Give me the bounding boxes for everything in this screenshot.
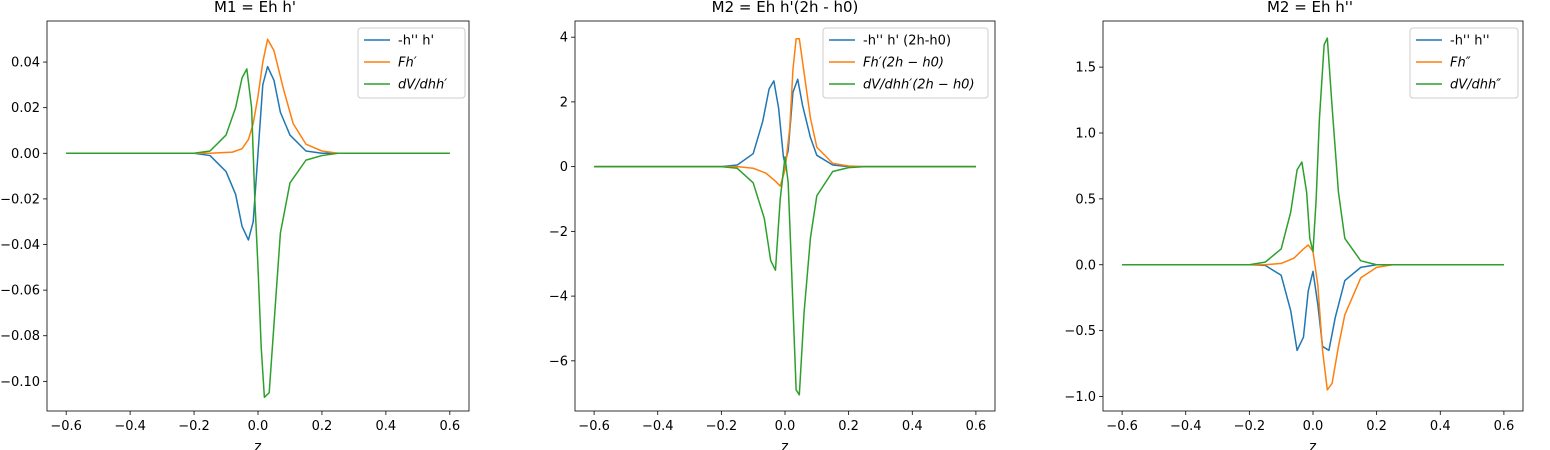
series-line <box>594 156 976 396</box>
x-tick-label: −0.4 <box>642 419 674 434</box>
series-line <box>66 38 450 155</box>
x-axis-label: z <box>1309 439 1316 450</box>
legend-label: -h'' h' (2h-h0) <box>863 34 951 49</box>
y-tick-label: 2 <box>560 95 568 110</box>
x-axis-label: z <box>254 439 261 450</box>
legend-label: dV/dhh′(2h − h0) <box>863 78 975 93</box>
chart-panel-m2-2h: M2 = Eh h'(2h - h0) −0.6 −0.4 −0.2 0.0 0… <box>549 0 996 450</box>
x-tick-label: 0.2 <box>312 419 333 434</box>
x-tick-label: −0.6 <box>578 419 610 434</box>
x-tick-label: −0.2 <box>1234 419 1266 434</box>
y-tick-labels: −6 −4 −2 0 2 4 <box>549 31 568 370</box>
y-tick-label: −0.02 <box>0 192 40 207</box>
chart-panel-m1: M1 = Eh h' −0.6 −0.4 −0.2 0.0 0.2 0.4 0.… <box>0 0 470 450</box>
chart-title: M2 = Eh h'(2h - h0) <box>712 0 859 16</box>
x-tick-label: −0.2 <box>706 419 738 434</box>
y-tick-label: −6 <box>549 354 568 369</box>
x-tick-labels: −0.6 −0.4 −0.2 0.0 0.2 0.4 0.6 <box>578 419 986 434</box>
legend-labels: -h'' h'' Fh″ dV/dhh″ <box>1450 34 1501 93</box>
chart-title: M1 = Eh h' <box>214 0 296 16</box>
y-tick-label: 4 <box>560 31 568 46</box>
legend-label: dV/dhh″ <box>1450 78 1501 93</box>
x-tick-label: −0.6 <box>1106 419 1138 434</box>
series-lines <box>594 38 976 396</box>
y-tick-label: −2 <box>549 225 568 240</box>
y-tick-labels: −1.0 −0.5 0.0 0.5 1.0 1.5 <box>1064 61 1096 405</box>
chart-title: M2 = Eh h'' <box>1267 0 1353 16</box>
y-tick-label: 0.0 <box>1075 258 1096 273</box>
x-tick-label: −0.6 <box>50 419 82 434</box>
x-tick-label: 0.6 <box>1494 419 1515 434</box>
y-tick-label: −0.06 <box>0 284 40 299</box>
x-tick-labels: −0.6 −0.4 −0.2 0.0 0.2 0.4 0.6 <box>1106 419 1514 434</box>
series-lines <box>1122 37 1504 391</box>
series-line <box>1122 244 1504 391</box>
x-axis-label: z <box>781 439 788 450</box>
legend-box <box>1409 27 1519 99</box>
legend-label: Fh′ <box>398 56 417 71</box>
legend-label: dV/dhh′ <box>398 78 447 93</box>
y-tick-label: 0.04 <box>11 56 40 71</box>
legend-box <box>822 27 989 99</box>
y-tick-label: −4 <box>549 290 568 305</box>
y-tick-label: −0.04 <box>0 238 40 253</box>
x-tick-label: 0.4 <box>376 419 397 434</box>
y-tick-label: 0.5 <box>1075 192 1096 207</box>
series-lines <box>66 38 450 399</box>
x-tick-label: 0.0 <box>248 419 269 434</box>
x-tick-label: −0.4 <box>114 419 146 434</box>
series-line <box>1122 264 1504 352</box>
y-tick-label: −0.5 <box>1064 324 1096 339</box>
x-tick-label: 0.4 <box>902 419 923 434</box>
x-tick-labels: −0.6 −0.4 −0.2 0.0 0.2 0.4 0.6 <box>50 419 460 434</box>
series-line <box>1122 37 1504 266</box>
y-tick-label: 0.02 <box>11 101 40 116</box>
x-tick-label: 0.6 <box>966 419 987 434</box>
legend-labels: -h'' h' (2h-h0) Fh′(2h − h0) dV/dhh′(2h … <box>863 34 975 93</box>
y-tick-label: 0 <box>560 160 568 175</box>
legend-label: Fh′(2h − h0) <box>863 56 944 71</box>
x-tick-label: 0.2 <box>1366 419 1387 434</box>
x-tick-label: 0.4 <box>1430 419 1451 434</box>
legend-box <box>357 27 466 99</box>
x-tick-label: −0.4 <box>1170 419 1202 434</box>
series-line <box>66 68 450 399</box>
chart-panel-m2-hpp: M2 = Eh h'' −0.6 −0.4 −0.2 0.0 0.2 0.4 0… <box>1064 0 1524 450</box>
y-tick-label: −0.10 <box>0 375 40 390</box>
y-tick-label: −1.0 <box>1064 390 1096 405</box>
y-tick-label: −0.08 <box>0 329 40 344</box>
series-line <box>594 38 976 187</box>
legend-label: Fh″ <box>1450 56 1471 71</box>
legend-labels: -h'' h' Fh′ dV/dhh′ <box>398 34 447 93</box>
y-tick-label: 0.00 <box>11 147 40 162</box>
y-tick-label: 1.0 <box>1075 126 1096 141</box>
series-line <box>66 65 450 241</box>
legend-label: -h'' h'' <box>1450 34 1490 49</box>
y-tick-label: 1.5 <box>1075 61 1096 76</box>
x-tick-label: 0.0 <box>775 419 796 434</box>
x-tick-label: −0.2 <box>178 419 210 434</box>
x-tick-label: 0.0 <box>1303 419 1324 434</box>
legend-label: -h'' h' <box>398 34 434 49</box>
x-tick-label: 0.2 <box>838 419 859 434</box>
x-tick-label: 0.6 <box>439 419 460 434</box>
y-tick-labels: −0.10 −0.08 −0.06 −0.04 −0.02 0.00 0.02 … <box>0 56 40 390</box>
